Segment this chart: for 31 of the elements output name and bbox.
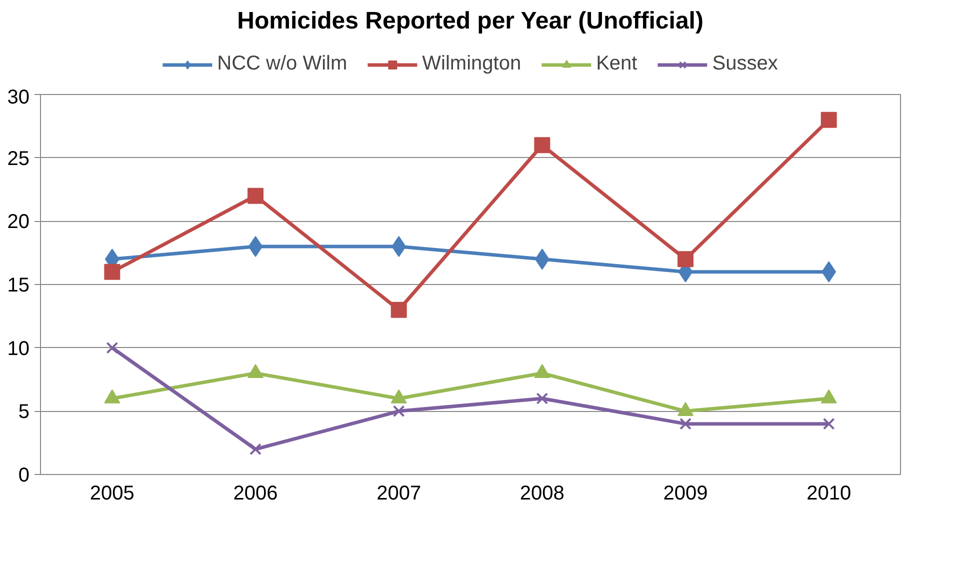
y-tick-label: 10 bbox=[7, 338, 30, 360]
x-tick-label: 2006 bbox=[233, 482, 278, 504]
x-tick-label: 2010 bbox=[806, 482, 852, 504]
x-tick-label: 2009 bbox=[663, 482, 708, 504]
x-tick-label: 2005 bbox=[90, 482, 134, 504]
point bbox=[392, 405, 405, 418]
y-tick-label: 5 bbox=[18, 401, 30, 424]
point bbox=[678, 251, 694, 268]
point bbox=[534, 137, 550, 154]
legend-label: Wilmington bbox=[422, 52, 522, 76]
y-tick-label: 20 bbox=[7, 211, 30, 234]
point bbox=[820, 112, 837, 128]
legend-label: Sussex bbox=[712, 52, 778, 76]
point bbox=[248, 188, 264, 204]
point bbox=[536, 392, 548, 404]
chart-title: Homicides Reported per Year (Unofficial) bbox=[237, 8, 704, 34]
point bbox=[822, 418, 835, 430]
y-tick-label: 30 bbox=[7, 86, 30, 108]
point bbox=[106, 342, 118, 354]
point bbox=[250, 443, 262, 456]
y-tick-label: 15 bbox=[7, 274, 30, 296]
x-tick-label: 2008 bbox=[520, 482, 564, 504]
y-tick-label: 0 bbox=[18, 464, 30, 486]
point bbox=[104, 264, 120, 280]
point bbox=[248, 236, 263, 257]
point bbox=[680, 418, 692, 430]
x-tick-label: 2007 bbox=[376, 482, 422, 504]
legend-label: NCC w/o Wilm bbox=[217, 52, 348, 76]
legend-label: Kent bbox=[596, 52, 638, 76]
point bbox=[390, 302, 407, 318]
y-tick-label: 25 bbox=[7, 148, 30, 170]
